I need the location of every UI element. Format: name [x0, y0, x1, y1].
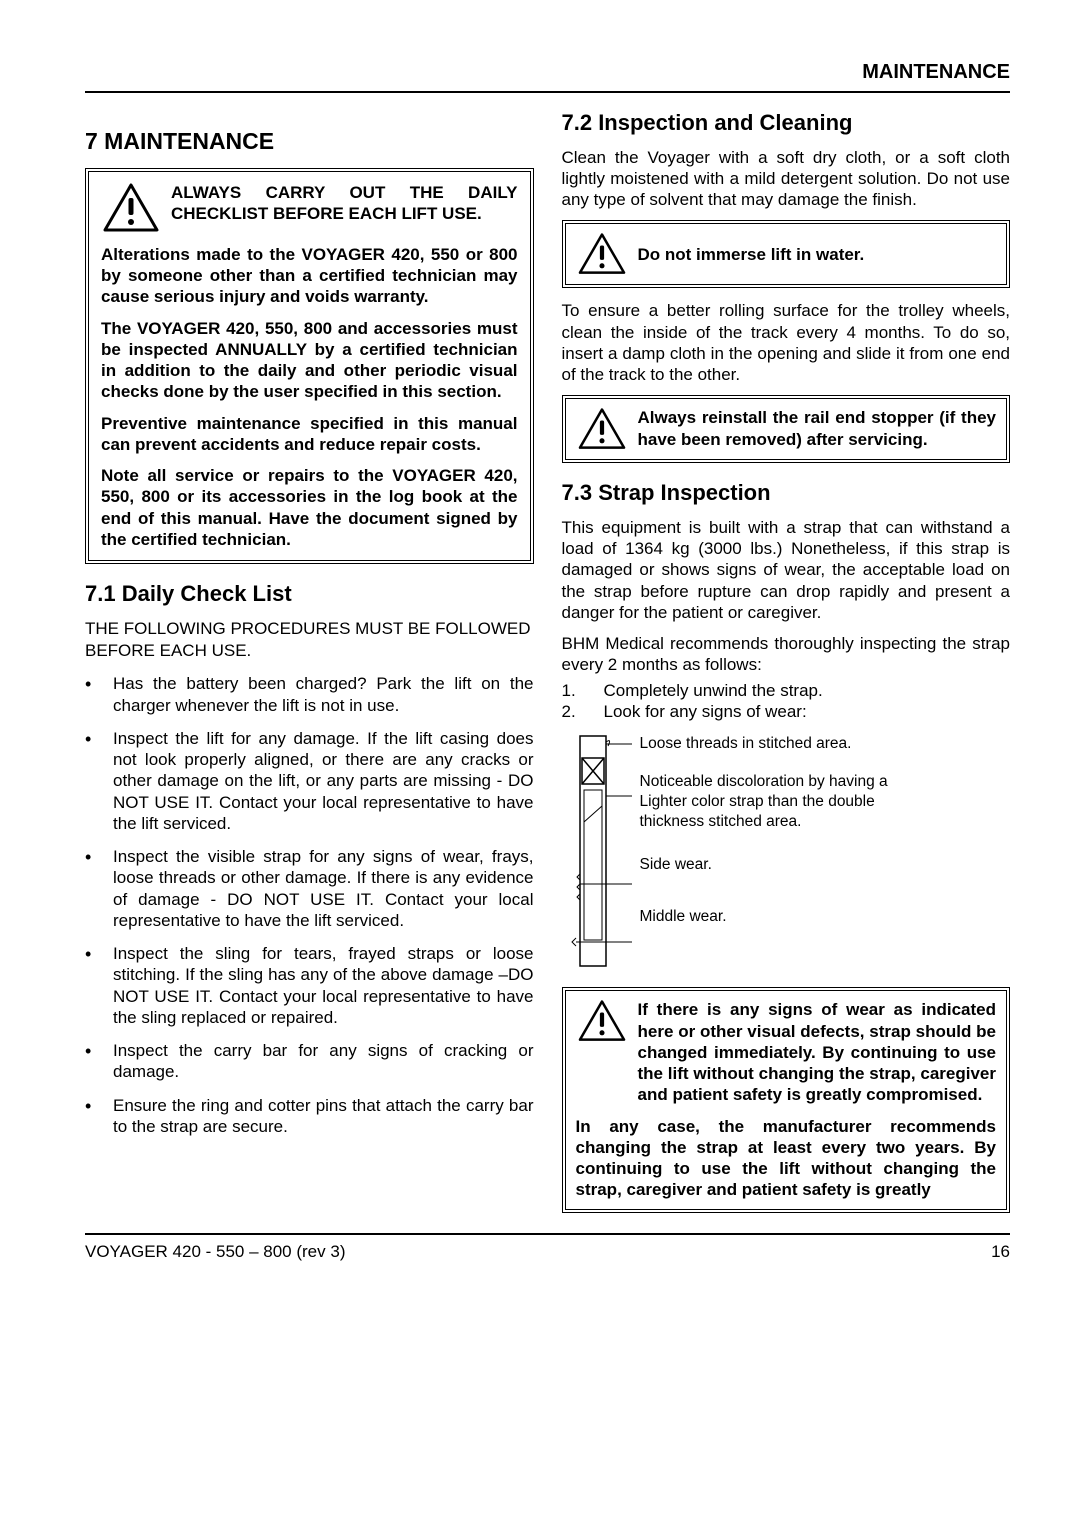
strap-diagram: Loose threads in stitched area. Noticeab… — [562, 732, 1011, 977]
list-text: Inspect the lift for any damage. If the … — [113, 728, 534, 834]
right-column: 7.2 Inspection and Cleaning Clean the Vo… — [562, 109, 1011, 1213]
p-inspect-rec: BHM Medical recommends thoroughly inspec… — [562, 633, 1011, 676]
list-item: Ensure the ring and cotter pins that att… — [85, 1095, 534, 1138]
list-text: Inspect the carry bar for any signs of c… — [113, 1040, 534, 1083]
p-strap-load: This equipment is built with a strap tha… — [562, 517, 1011, 623]
warning-p1: Alterations made to the VOYAGER 420, 550… — [101, 244, 518, 308]
list-item: 1. Completely unwind the strap. — [562, 680, 1011, 701]
footer-right: 16 — [991, 1241, 1010, 1262]
header-title: MAINTENANCE — [862, 61, 1010, 83]
section-7-1-heading: 7.1 Daily Check List — [85, 580, 534, 608]
left-column: 7 MAINTENANCE ALWAYS CARRY OUT THE DAILY… — [85, 109, 534, 1213]
page-header: MAINTENANCE — [85, 60, 1010, 93]
warning-box-main: ALWAYS CARRY OUT THE DAILY CHECKLIST BEF… — [85, 168, 534, 564]
list-text: Inspect the visible strap for any signs … — [113, 846, 534, 931]
warning-strap-text-b: In any case, the manufacturer recommends… — [576, 1116, 997, 1201]
strap-illustration — [562, 732, 634, 977]
warning-box-immerse: Do not immerse lift in water. — [562, 220, 1011, 288]
section-7-heading: 7 MAINTENANCE — [85, 127, 534, 156]
warning-stopper-text: Always reinstall the rail end stopper (i… — [638, 407, 997, 450]
p-clean: Clean the Voyager with a soft dry cloth,… — [562, 147, 1011, 211]
warning-icon — [576, 407, 628, 451]
step-text: Look for any signs of wear: — [604, 701, 807, 722]
warning-strap-text-a: If there is any signs of wear as indicat… — [638, 999, 997, 1105]
section-7-2-heading: 7.2 Inspection and Cleaning — [562, 109, 1011, 137]
list-item: 2. Look for any signs of wear: — [562, 701, 1011, 722]
warning-icon — [101, 182, 161, 234]
diagram-labels: Loose threads in stitched area. Noticeab… — [640, 732, 1011, 937]
label-side-wear: Side wear. — [640, 855, 1011, 875]
list-text: Inspect the sling for tears, frayed stra… — [113, 943, 534, 1028]
inspect-steps: 1. Completely unwind the strap. 2. Look fo… — [562, 680, 1011, 723]
list-item: Inspect the lift for any damage. If the … — [85, 728, 534, 834]
warning-p3: Preventive maintenance specified in this… — [101, 413, 518, 456]
warning-immerse-text: Do not immerse lift in water. — [638, 244, 997, 265]
footer-left: VOYAGER 420 - 550 – 800 (rev 3) — [85, 1241, 345, 1262]
warning-p4: Note all service or repairs to the VOYAG… — [101, 465, 518, 550]
list-text: Ensure the ring and cotter pins that att… — [113, 1095, 534, 1138]
step-number: 1. — [562, 680, 580, 701]
daily-checklist: Has the battery been charged? Park the l… — [85, 673, 534, 1137]
warning-p2: The VOYAGER 420, 550, 800 and accessorie… — [101, 318, 518, 403]
step-text: Completely unwind the strap. — [604, 680, 823, 701]
warning-box-strap: If there is any signs of wear as indicat… — [562, 987, 1011, 1212]
list-item: Inspect the sling for tears, frayed stra… — [85, 943, 534, 1028]
warning-lead-text: ALWAYS CARRY OUT THE DAILY CHECKLIST BEF… — [171, 182, 518, 225]
procedures-caps: THE FOLLOWING PROCEDURES MUST BE FOLLOWE… — [85, 618, 534, 664]
list-text: Has the battery been charged? Park the l… — [113, 673, 534, 716]
step-number: 2. — [562, 701, 580, 722]
section-7-3-heading: 7.3 Strap Inspection — [562, 479, 1011, 507]
list-item: Inspect the carry bar for any signs of c… — [85, 1040, 534, 1083]
content-columns: 7 MAINTENANCE ALWAYS CARRY OUT THE DAILY… — [85, 109, 1010, 1213]
list-item: Has the battery been charged? Park the l… — [85, 673, 534, 716]
p-track: To ensure a better rolling surface for t… — [562, 300, 1011, 385]
warning-lead-row: ALWAYS CARRY OUT THE DAILY CHECKLIST BEF… — [101, 182, 518, 234]
page-footer: VOYAGER 420 - 550 – 800 (rev 3) 16 — [85, 1233, 1010, 1262]
label-discoloration: Noticeable discoloration by having a Lig… — [640, 772, 1011, 832]
warning-icon — [576, 232, 628, 276]
warning-icon — [576, 999, 628, 1043]
warning-box-stopper: Always reinstall the rail end stopper (i… — [562, 395, 1011, 463]
list-item: Inspect the visible strap for any signs … — [85, 846, 534, 931]
label-middle-wear: Middle wear. — [640, 907, 1011, 927]
label-loose-threads: Loose threads in stitched area. — [640, 734, 1011, 754]
